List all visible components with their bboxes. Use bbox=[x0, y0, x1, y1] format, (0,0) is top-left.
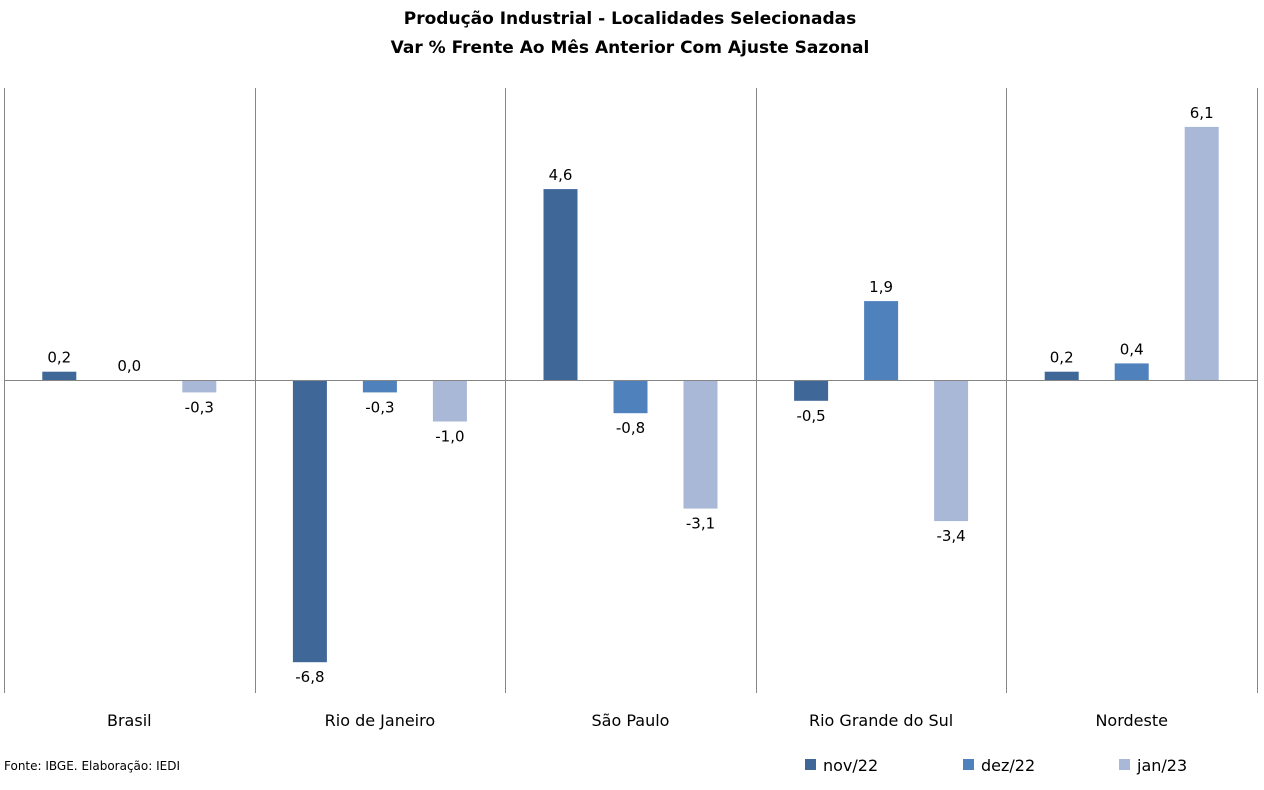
category-label: São Paulo bbox=[592, 711, 670, 730]
legend-swatch bbox=[1119, 759, 1130, 770]
legend-label: dez/22 bbox=[981, 756, 1035, 775]
bar-nov-22-1 bbox=[292, 380, 327, 663]
data-label: -0,3 bbox=[365, 398, 394, 416]
bar-nov-22-2 bbox=[543, 189, 578, 380]
category-labels-group: Brasil Rio de Janeiro São Paulo Rio Grande … bbox=[107, 711, 1168, 730]
plot-frame bbox=[4, 88, 1258, 693]
category-label: Rio de Janeiro bbox=[325, 711, 436, 730]
legend-label: jan/23 bbox=[1136, 756, 1187, 775]
bar-jan-23-3 bbox=[934, 380, 969, 522]
data-label: 4,6 bbox=[549, 166, 573, 184]
bar-dez-22-4 bbox=[1114, 363, 1149, 380]
data-label: 0,2 bbox=[1050, 349, 1074, 367]
category-label: Rio Grande do Sul bbox=[809, 711, 953, 730]
bar-nov-22-4 bbox=[1044, 371, 1079, 380]
bars-group bbox=[42, 126, 1219, 663]
legend: nov/22 dez/22 jan/23 bbox=[805, 756, 1187, 775]
data-label: 6,1 bbox=[1190, 104, 1214, 122]
data-label: 1,9 bbox=[869, 278, 893, 296]
data-label: 0,2 bbox=[47, 349, 71, 367]
category-label: Nordeste bbox=[1095, 711, 1168, 730]
data-labels-group: 0,2 0,0 -0,3 -6,8 -0,3 -1,0 4,6 -0,8 -3,1 -0,5 1,9… bbox=[47, 104, 1213, 686]
data-label: -0,8 bbox=[616, 419, 645, 437]
data-label: -1,0 bbox=[435, 428, 464, 446]
legend-label: nov/22 bbox=[823, 756, 878, 775]
data-label: 0,0 bbox=[117, 357, 141, 375]
legend-swatch bbox=[805, 759, 816, 770]
data-label: 0,4 bbox=[1120, 340, 1144, 358]
bar-dez-22-3 bbox=[864, 301, 899, 380]
bar-jan-23-4 bbox=[1184, 126, 1219, 381]
data-label: -3,4 bbox=[936, 527, 965, 545]
data-label: -6,8 bbox=[295, 668, 324, 686]
data-label: -0,3 bbox=[185, 398, 214, 416]
bar-jan-23-1 bbox=[432, 380, 467, 422]
data-label: -3,1 bbox=[686, 515, 715, 533]
bar-dez-22-1 bbox=[362, 380, 397, 393]
data-label: -0,5 bbox=[796, 407, 825, 425]
chart-title: Produção Industrial - Localidades Seleci… bbox=[404, 9, 856, 29]
bar-dez-22-2 bbox=[613, 380, 648, 414]
category-label: Brasil bbox=[107, 711, 152, 730]
bar-nov-22-3 bbox=[794, 380, 829, 401]
source-note: Fonte: IBGE. Elaboração: IEDI bbox=[4, 759, 180, 773]
legend-swatch bbox=[963, 759, 974, 770]
chart-subtitle: Var % Frente Ao Mês Anterior Com Ajuste … bbox=[391, 38, 870, 58]
bar-jan-23-0 bbox=[182, 380, 217, 393]
bar-jan-23-2 bbox=[683, 380, 718, 509]
bar-nov-22-0 bbox=[42, 371, 77, 380]
